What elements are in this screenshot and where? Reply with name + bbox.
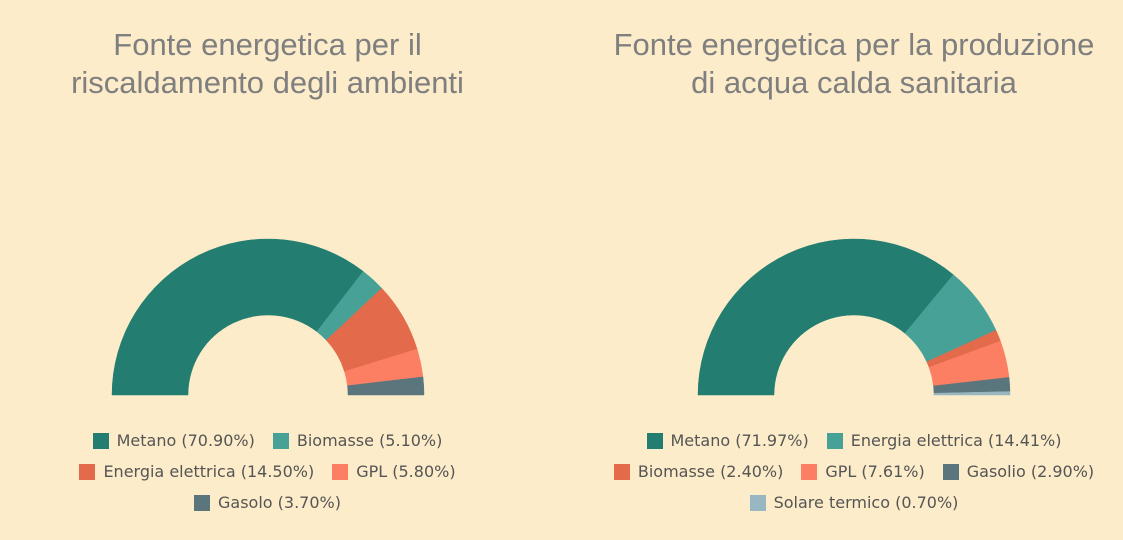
legend-item-metano[interactable]: Metano (71.97%) bbox=[646, 431, 809, 450]
chart-legend: Metano (71.97%) Energia elettrica (14.41%… bbox=[585, 425, 1123, 518]
legend-label: Energia elettrica (14.50%) bbox=[103, 462, 315, 481]
legend-label: Energia elettrica (14.41%) bbox=[850, 431, 1062, 450]
chart-legend: Metano (70.90%) Biomasse (5.10%) Energia e… bbox=[0, 425, 535, 518]
legend-swatch bbox=[801, 463, 818, 480]
slice-gasolo[interactable] bbox=[347, 376, 425, 396]
legend-swatch bbox=[194, 494, 211, 511]
legend-label: Biomasse (5.10%) bbox=[296, 431, 443, 450]
legend-row: Metano (71.97%) Energia elettrica (14.41%… bbox=[585, 425, 1123, 456]
legend-label: Biomasse (2.40%) bbox=[637, 462, 784, 481]
legend-item-solare-termico[interactable]: Solare termico (0.70%) bbox=[749, 493, 959, 512]
legend-item-gasolio[interactable]: Gasolio (2.90%) bbox=[942, 462, 1095, 481]
legend-item-metano[interactable]: Metano (70.90%) bbox=[92, 431, 255, 450]
legend-label: Gasolo (3.70%) bbox=[218, 493, 341, 512]
legend-item-energia-elettrica[interactable]: Energia elettrica (14.50%) bbox=[79, 462, 314, 481]
legend-label: Metano (71.97%) bbox=[670, 431, 809, 450]
legend-label: Gasolio (2.90%) bbox=[966, 462, 1095, 481]
legend-item-biomasse[interactable]: Biomasse (2.40%) bbox=[613, 462, 784, 481]
legend-swatch bbox=[92, 432, 109, 449]
legend-item-gasolo[interactable]: Gasolo (3.70%) bbox=[194, 493, 341, 512]
legend-swatch bbox=[646, 432, 663, 449]
legend-row: Solare termico (0.70%) bbox=[585, 487, 1123, 518]
slice-metano[interactable] bbox=[111, 238, 364, 396]
legend-item-gpl[interactable]: GPL (5.80%) bbox=[332, 462, 456, 481]
legend-label: GPL (7.61%) bbox=[825, 462, 925, 481]
legend-row: Energia elettrica (14.50%) GPL (5.80%) bbox=[0, 456, 535, 487]
semi-donut-chart bbox=[111, 238, 425, 396]
legend-swatch bbox=[613, 463, 630, 480]
legend-row: Biomasse (2.40%) GPL (7.61%) Gasolio (2.90… bbox=[585, 456, 1123, 487]
slice-metano[interactable] bbox=[697, 238, 954, 396]
chart-title: Fonte energetica per la produzione di ac… bbox=[613, 27, 1095, 100]
legend-item-gpl[interactable]: GPL (7.61%) bbox=[801, 462, 925, 481]
legend-row: Metano (70.90%) Biomasse (5.10%) bbox=[0, 425, 535, 456]
legend-row: Gasolo (3.70%) bbox=[0, 487, 535, 518]
chart-title: Fonte energetica per il riscaldamento de… bbox=[71, 27, 464, 100]
legend-label: Metano (70.90%) bbox=[116, 431, 255, 450]
legend-item-biomasse[interactable]: Biomasse (5.10%) bbox=[272, 431, 443, 450]
chart-panel-hot-water: Fonte energetica per la produzione di ac… bbox=[585, 0, 1123, 540]
legend-label: GPL (5.80%) bbox=[356, 462, 456, 481]
legend-swatch bbox=[272, 432, 289, 449]
legend-swatch bbox=[826, 432, 843, 449]
legend-swatch bbox=[749, 494, 766, 511]
slice-solare-termico[interactable] bbox=[933, 391, 1011, 396]
legend-swatch bbox=[332, 463, 349, 480]
legend-swatch bbox=[942, 463, 959, 480]
legend-item-energia-elettrica[interactable]: Energia elettrica (14.41%) bbox=[826, 431, 1062, 450]
chart-panel-heating: Fonte energetica per il riscaldamento de… bbox=[0, 0, 535, 540]
legend-label: Solare termico (0.70%) bbox=[773, 493, 959, 512]
legend-swatch bbox=[79, 463, 96, 480]
semi-donut-chart bbox=[697, 238, 1011, 396]
